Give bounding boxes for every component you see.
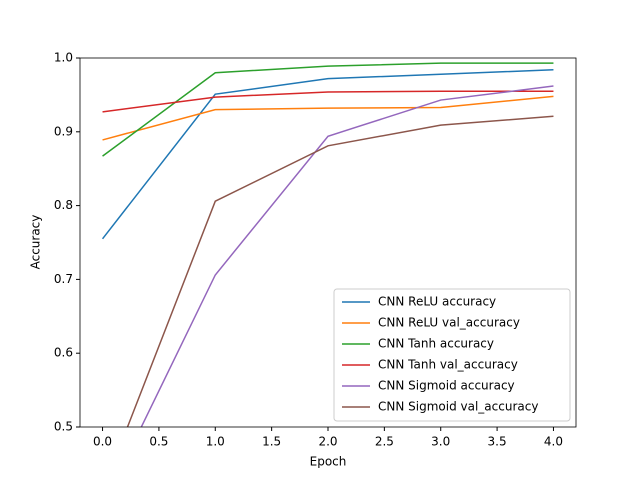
x-tick-label: 3.5 xyxy=(488,435,507,449)
x-tick-label: 4.0 xyxy=(544,435,563,449)
line-series xyxy=(140,85,554,427)
x-tick-label: 0.5 xyxy=(149,435,168,449)
x-tick-label: 3.0 xyxy=(431,435,450,449)
line-series xyxy=(102,62,554,157)
legend-box xyxy=(333,288,571,422)
axes-frame xyxy=(79,57,577,428)
x-tick-label: 2.0 xyxy=(318,435,337,449)
x-tick-label: 0.0 xyxy=(93,435,112,449)
y-tick-label: 0.5 xyxy=(54,420,73,434)
y-tick-label: 0.7 xyxy=(54,272,73,286)
legend-label: CNN Tanh val_accuracy xyxy=(378,358,518,372)
y-axis-label: Accuracy xyxy=(29,215,43,270)
y-tick-label: 0.8 xyxy=(54,198,73,212)
legend-label: CNN Tanh accuracy xyxy=(378,337,494,351)
line-series xyxy=(126,115,554,427)
y-tick-label: 1.0 xyxy=(54,51,73,65)
x-tick-label: 2.5 xyxy=(375,435,394,449)
plot-area xyxy=(101,62,554,427)
x-tick-label: 1.5 xyxy=(262,435,281,449)
line-series xyxy=(102,95,554,141)
legend-label: CNN ReLU accuracy xyxy=(378,295,496,309)
legend-label: CNN ReLU val_accuracy xyxy=(378,316,520,330)
legend-label: CNN Sigmoid accuracy xyxy=(378,379,515,393)
x-axis-label: Epoch xyxy=(310,455,347,469)
y-tick-label: 0.9 xyxy=(54,124,73,138)
y-tick-label: 0.6 xyxy=(54,346,73,360)
line-series xyxy=(101,69,554,240)
x-tick-label: 1.0 xyxy=(206,435,225,449)
line-series xyxy=(102,90,554,113)
legend-label: CNN Sigmoid val_accuracy xyxy=(378,400,538,414)
